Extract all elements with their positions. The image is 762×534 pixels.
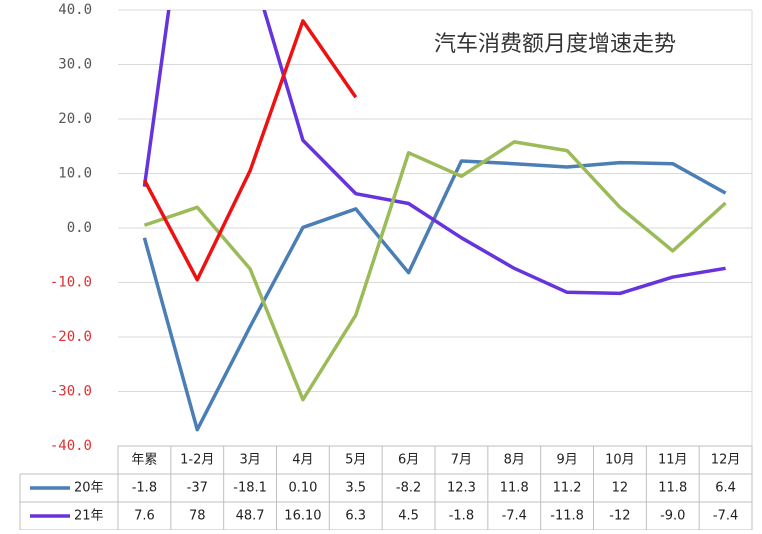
data-label: -37 (187, 481, 208, 496)
x-tick-label: 1-2月 (180, 453, 214, 468)
y-tick-label: 10.0 (58, 166, 92, 182)
y-tick-label: 20.0 (58, 111, 92, 127)
data-label: -7.4 (502, 509, 527, 524)
x-tick-label: 12月 (711, 453, 741, 468)
data-label: -11.8 (550, 509, 584, 524)
data-label: 4.5 (398, 509, 419, 524)
data-table: 年累 1-2月 3月 4月 5月 6月 7月 8月 9月 10月 11月 12月 20年 -1.8 -37 -… (19, 445, 753, 531)
data-label: 6.3 (345, 509, 366, 524)
y-tick-label: -30.0 (50, 384, 92, 400)
data-label: -8.2 (396, 481, 421, 496)
data-label: 11.8 (658, 481, 687, 496)
x-tick-label: 8月 (504, 453, 525, 468)
y-tick-label: 40.0 (58, 2, 92, 18)
legend-label: 21年 (74, 509, 104, 524)
y-tick-label: 0.0 (67, 220, 92, 236)
x-tick-label: 9月 (556, 453, 577, 468)
x-tick-label: 年累 (131, 453, 157, 468)
data-label: 0.10 (288, 481, 317, 496)
x-tick-label: 7月 (451, 453, 472, 468)
x-tick-label: 4月 (292, 453, 313, 468)
series-line (142, 19, 358, 282)
data-label: 78 (189, 509, 206, 524)
data-label: 6.4 (715, 481, 736, 496)
data-label: 16.10 (284, 509, 321, 524)
series-line (143, 140, 727, 402)
data-label: 7.6 (134, 509, 155, 524)
data-label: -18.1 (233, 481, 267, 496)
data-label: 12 (612, 481, 629, 496)
data-label: 48.7 (236, 509, 265, 524)
series-line (142, 159, 727, 432)
y-tick-label: -40.0 (50, 438, 92, 454)
y-tick-label: -10.0 (50, 275, 92, 291)
y-tick-label: 30.0 (58, 57, 92, 73)
data-label: -1.8 (449, 509, 474, 524)
data-label: 12.3 (447, 481, 476, 496)
data-label: -12 (609, 509, 630, 524)
series-line (142, 10, 726, 296)
chart-title: 汽车消费额月度增速走势 (434, 32, 676, 57)
data-label: -1.8 (132, 481, 157, 496)
x-tick-label: 6月 (398, 453, 419, 468)
y-tick-label: -20.0 (50, 329, 92, 345)
data-label: -9.0 (660, 509, 685, 524)
data-label: 11.2 (553, 481, 582, 496)
x-tick-label: 11月 (658, 453, 688, 468)
legend-label: 20年 (74, 481, 104, 496)
x-tick-label: 10月 (605, 453, 635, 468)
x-tick-label: 5月 (345, 453, 366, 468)
data-label: 3.5 (345, 481, 366, 496)
x-tick-label: 3月 (239, 453, 260, 468)
data-label: 11.8 (500, 481, 529, 496)
lines (142, 10, 727, 432)
data-label: -7.4 (713, 509, 738, 524)
